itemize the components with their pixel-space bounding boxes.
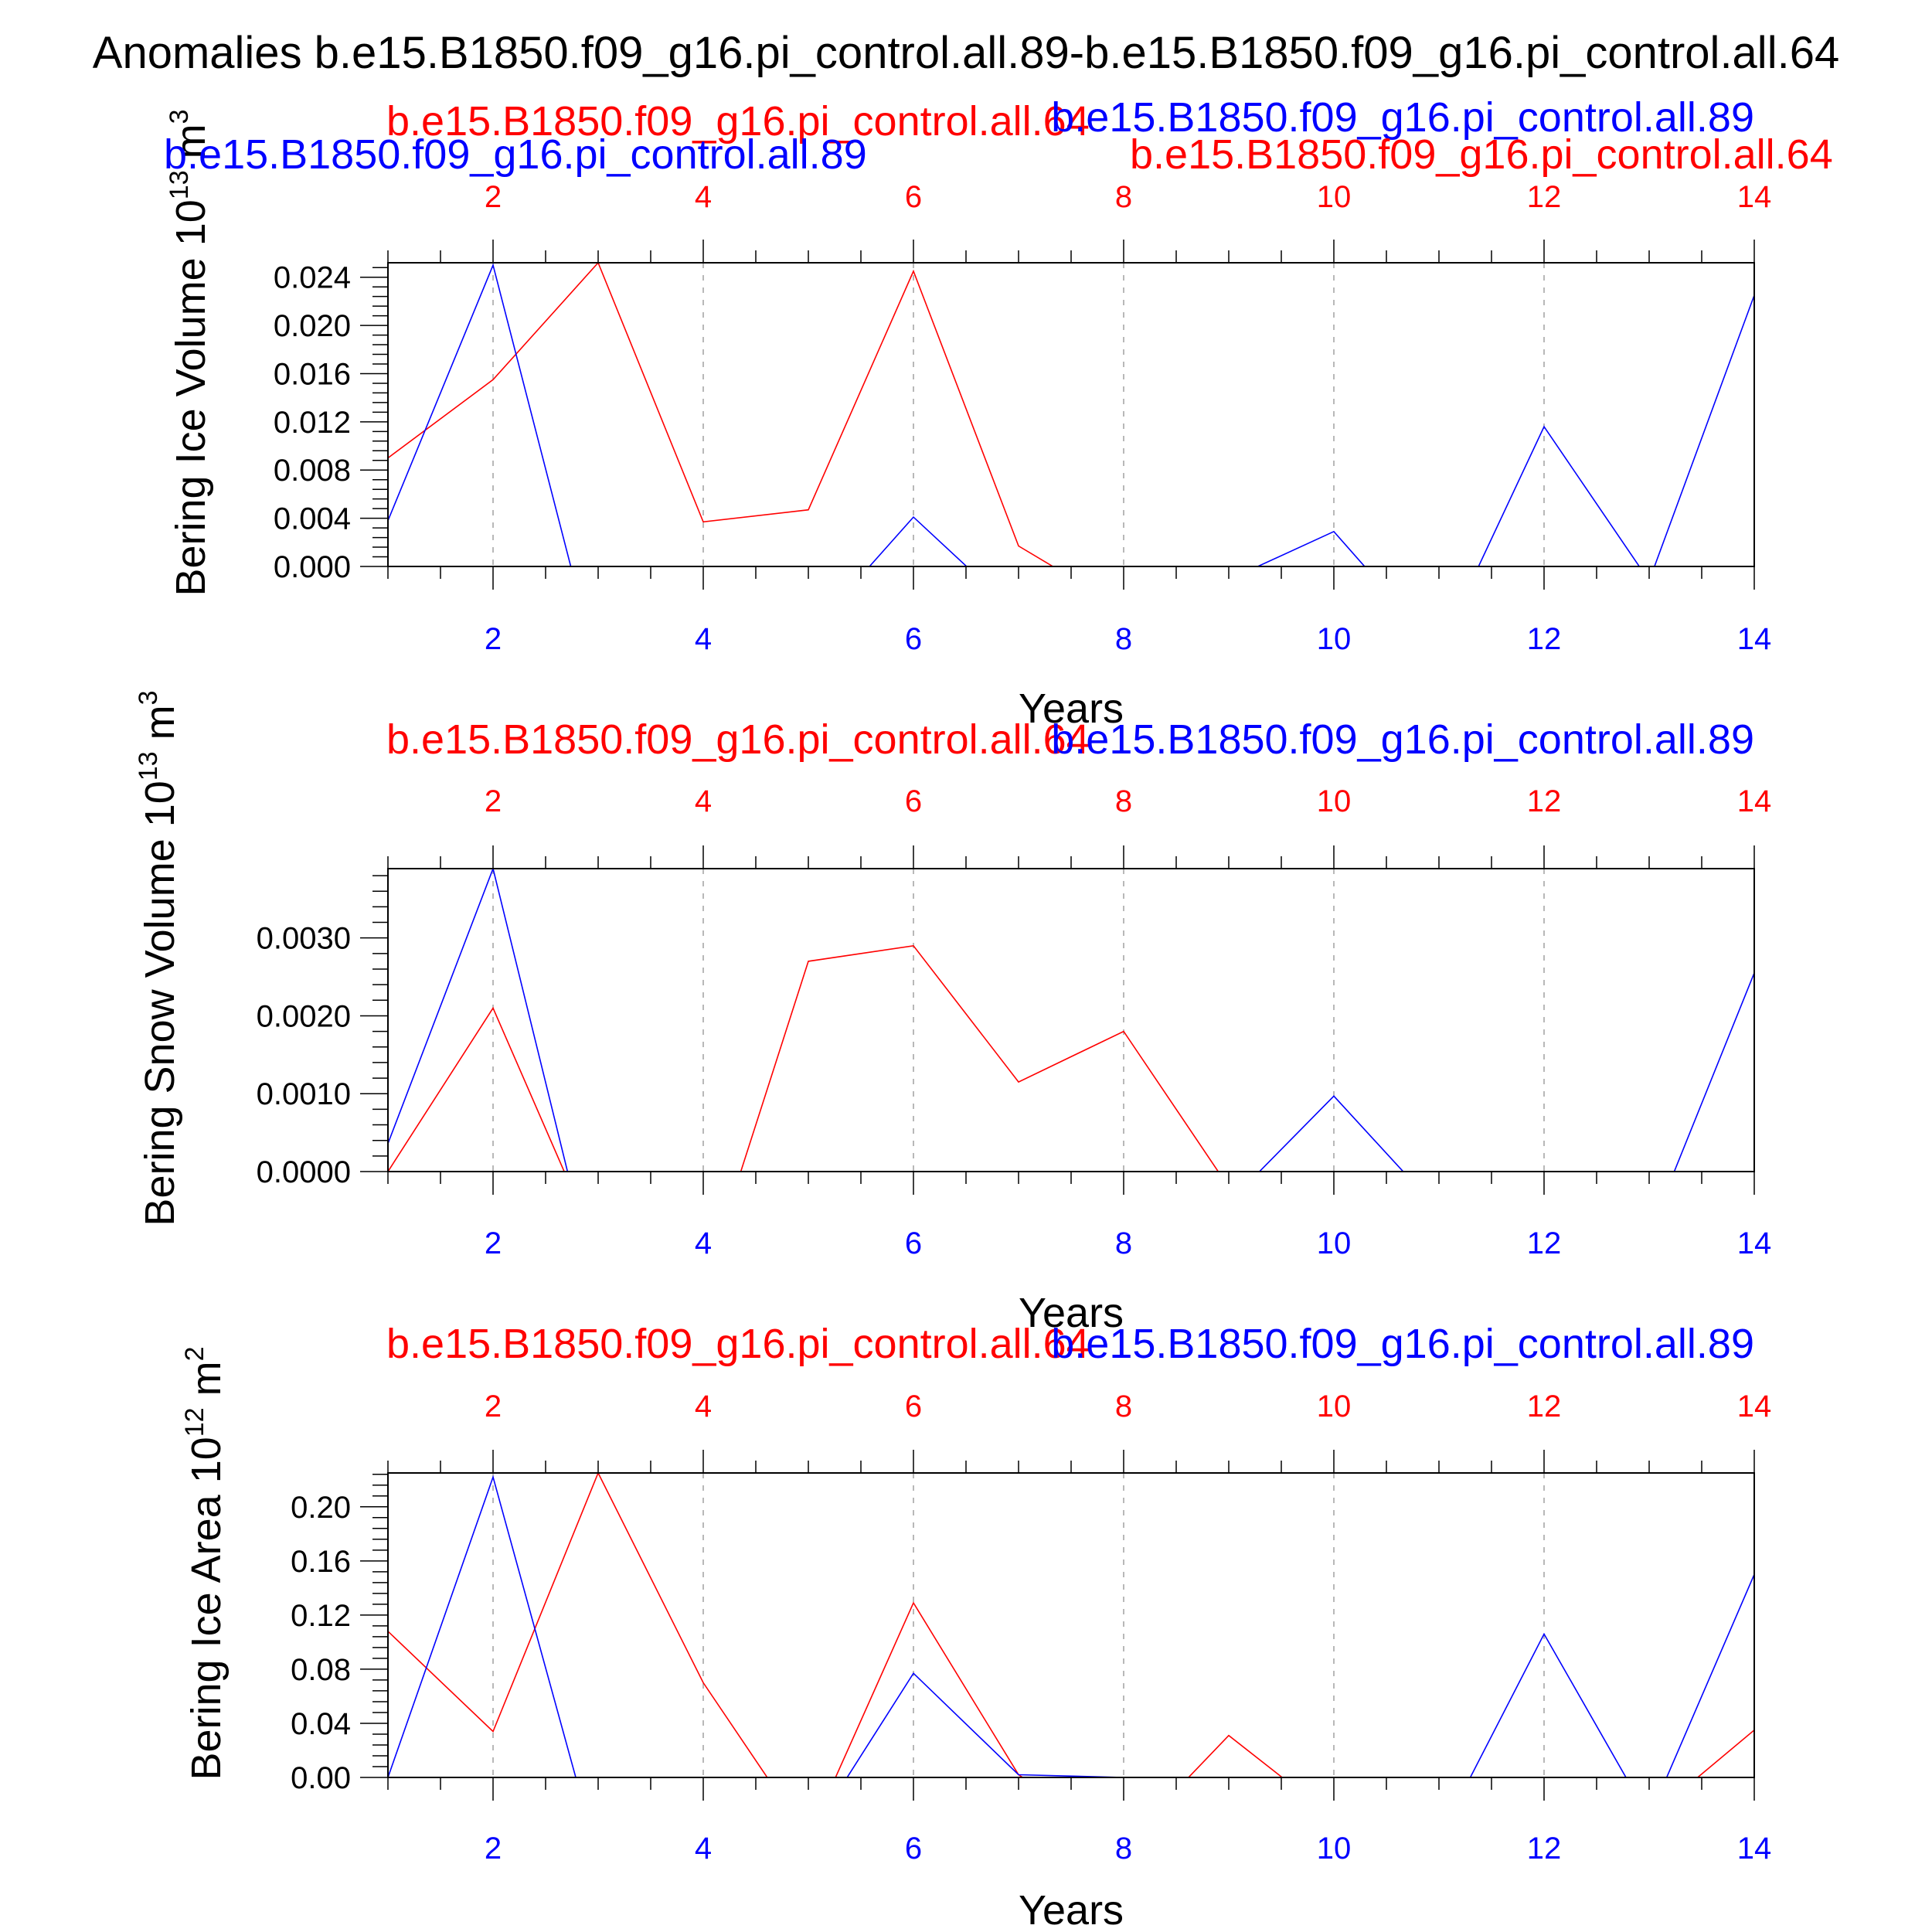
y-label-unit: m	[183, 1361, 230, 1407]
y-tick-label: 0.04	[291, 1707, 351, 1741]
x-axis-label: Years	[1019, 1290, 1124, 1336]
plot-frame	[387, 262, 1755, 567]
x-tick-label: 4	[695, 1832, 712, 1866]
series-title-red-right: b.e15.B1850.f09_g16.pi_control.all.64	[1130, 131, 1833, 178]
panels: 224466881010121214140.0000.0040.0080.012…	[134, 94, 1833, 1932]
series-title-red: b.e15.B1850.f09_g16.pi_control.all.64	[386, 1321, 1090, 1367]
y-tick-label: 0.016	[274, 357, 351, 391]
y-label-text: Bering Ice Volume 10	[168, 199, 214, 596]
y-label-unit: m	[137, 705, 183, 751]
y-tick-label: 0.0030	[257, 922, 351, 956]
x-tick-label: 12	[1527, 1226, 1562, 1260]
x-tick-label: 10	[1317, 1832, 1352, 1866]
x-tick-label: 2	[485, 1832, 502, 1866]
x-tick-label: 2	[485, 622, 502, 656]
x-tick-label-top: 10	[1317, 180, 1352, 214]
plot-frame	[387, 868, 1755, 1172]
x-tick-label-top: 2	[485, 784, 502, 818]
x-tick-label: 4	[695, 1226, 712, 1260]
series-line-blue	[388, 263, 1754, 566]
plot-frame	[387, 1472, 1755, 1778]
panel-snow-volume: 2 2 4 4 6 6 8 8 10 10 12 12 14 14 0.0000 0.0010 0.0020 0.…	[134, 690, 1771, 1336]
y-tick-label: 0.12	[291, 1599, 351, 1633]
x-tick-label-top: 8	[1115, 784, 1132, 818]
y-label-unit-exponent: 3	[134, 690, 163, 705]
y-tick-label: 0.0000	[257, 1155, 351, 1189]
x-tick-label-top: 8	[1115, 1389, 1132, 1423]
x-tick-label-top: 8	[1115, 180, 1132, 214]
x-tick-label-top: 4	[695, 180, 712, 214]
x-tick-label-top: 10	[1317, 784, 1352, 818]
y-tick-label: 0.0010	[257, 1077, 351, 1111]
y-label-text: Bering Snow Volume 10	[137, 781, 183, 1226]
y-label-unit-exponent: 3	[165, 109, 194, 124]
figure-title: Anomalies b.e15.B1850.f09_g16.pi_control…	[93, 28, 1839, 78]
x-tick-label: 6	[905, 622, 922, 656]
x-tick-label-top: 2	[485, 180, 502, 214]
y-axis-label: Bering Ice Volume 1013 m3	[165, 109, 214, 596]
series-title-blue: b.e15.B1850.f09_g16.pi_control.all.89	[1051, 1321, 1754, 1367]
y-label-unit-exponent: 2	[180, 1346, 209, 1361]
x-tick-label-top: 14	[1737, 1389, 1772, 1423]
series-title-red: b.e15.B1850.f09_g16.pi_control.all.64	[386, 98, 1090, 145]
x-tick-label-top: 6	[905, 180, 922, 214]
y-tick-label: 0.012	[274, 406, 351, 440]
x-tick-label-top: 14	[1737, 180, 1772, 214]
series-line-blue	[388, 1475, 1754, 1777]
x-tick-label: 12	[1527, 1832, 1562, 1866]
y-label-exponent: 13	[134, 751, 163, 781]
x-tick-label: 10	[1317, 622, 1352, 656]
x-tick-label: 14	[1737, 1226, 1772, 1260]
series-title-blue: b.e15.B1850.f09_g16.pi_control.all.89	[1051, 716, 1754, 763]
x-tick-label: 6	[905, 1226, 922, 1260]
y-tick-label: 0.20	[291, 1491, 351, 1525]
x-tick-label-top: 14	[1737, 784, 1772, 818]
x-tick-label-top: 12	[1527, 784, 1562, 818]
y-tick-label: 0.004	[274, 502, 351, 536]
y-tick-label: 0.0020	[257, 999, 351, 1033]
x-tick-label: 10	[1317, 1226, 1352, 1260]
panel-ice-volume: 2 2 4 4 6 6 8 8 10 10 12 12 14 14 0.000 0.004 0.008 0.012…	[164, 94, 1833, 732]
series-line-red	[388, 263, 1055, 566]
x-tick-label-top: 6	[905, 784, 922, 818]
x-tick-label-top: 4	[695, 1389, 712, 1423]
panel-ice-area: 2 2 4 4 6 6 8 8 10 10 12 12 14 14 0.00 0.04 0.08 0.12 0.16…	[180, 1321, 1771, 1932]
x-tick-label: 14	[1737, 1832, 1772, 1866]
y-tick-label: 0.00	[291, 1761, 351, 1795]
series-title-red: b.e15.B1850.f09_g16.pi_control.all.64	[386, 716, 1090, 763]
series-line-red	[388, 1473, 1754, 1777]
x-axis-label: Years	[1019, 685, 1124, 732]
series-title-blue: b.e15.B1850.f09_g16.pi_control.all.89	[1051, 94, 1754, 141]
x-tick-label-top: 4	[695, 784, 712, 818]
x-tick-label: 2	[485, 1226, 502, 1260]
y-label-unit: m	[168, 124, 214, 170]
x-tick-label-top: 10	[1317, 1389, 1352, 1423]
x-tick-label: 4	[695, 622, 712, 656]
x-tick-label-top: 6	[905, 1389, 922, 1423]
x-axis-label: Years	[1019, 1887, 1124, 1932]
x-tick-label: 8	[1115, 1226, 1132, 1260]
y-label-exponent: 13	[165, 170, 194, 199]
y-tick-label: 0.08	[291, 1653, 351, 1687]
y-axis-label: Bering Snow Volume 1013 m3	[134, 690, 183, 1226]
y-label-text: Bering Ice Area 10	[183, 1437, 230, 1780]
y-tick-label: 0.008	[274, 454, 351, 488]
x-tick-label-top: 2	[485, 1389, 502, 1423]
x-tick-label-top: 12	[1527, 1389, 1562, 1423]
series-line-red	[388, 944, 1219, 1172]
y-tick-label: 0.024	[274, 261, 351, 295]
x-tick-label: 8	[1115, 622, 1132, 656]
x-tick-label-top: 12	[1527, 180, 1562, 214]
y-axis-label: Bering Ice Area 1012 m2	[180, 1346, 230, 1780]
y-tick-label: 0.020	[274, 309, 351, 343]
series-title-blue-left: b.e15.B1850.f09_g16.pi_control.all.89	[164, 131, 867, 178]
x-tick-label: 8	[1115, 1832, 1132, 1866]
y-tick-label: 0.000	[274, 550, 351, 584]
x-tick-label: 14	[1737, 622, 1772, 656]
x-tick-label: 6	[905, 1832, 922, 1866]
y-label-exponent: 12	[180, 1407, 209, 1437]
y-tick-label: 0.16	[291, 1545, 351, 1579]
x-tick-label: 12	[1527, 622, 1562, 656]
